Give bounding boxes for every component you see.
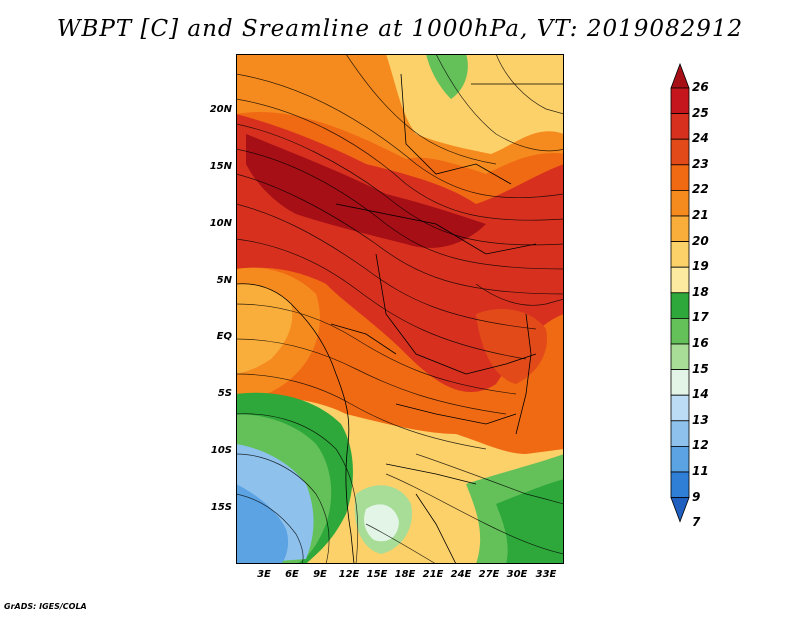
colorbar-swatch [670, 164, 690, 191]
lon-label-15e: 15E [366, 569, 388, 580]
streamline [385, 473, 564, 555]
credit-text: GrADS: IGES/COLA [4, 602, 87, 611]
field-se-darkgreen [496, 479, 564, 564]
map-panel [236, 54, 564, 564]
field-north-yellow [386, 54, 564, 154]
streamline [345, 54, 497, 165]
map-frame [236, 54, 564, 564]
streamline [365, 523, 437, 564]
streamline [475, 283, 564, 306]
streamline [236, 123, 564, 246]
lat-label-20n: 20N [209, 104, 232, 115]
colorbar-level-label: 19 [692, 259, 709, 274]
colorbar-level-label: 15 [692, 361, 709, 376]
colorbar-level-label: 23 [692, 156, 709, 171]
colorbar-level-label: 25 [692, 105, 709, 120]
lon-label-24e: 24E [450, 569, 472, 580]
colorbar-level-label: 9 [692, 489, 701, 504]
colorbar-level-label: 14 [692, 387, 709, 402]
colorbar-swatch [670, 445, 690, 473]
streamline [236, 148, 564, 270]
field-interior-pale [364, 504, 399, 542]
lat-label-5s: 5S [217, 388, 232, 399]
colorbar-level-label: 26 [692, 80, 709, 94]
streamline [236, 98, 564, 221]
country-borders [236, 73, 564, 564]
colorbar-swatch [670, 215, 690, 243]
streamline [495, 54, 564, 115]
streamline [236, 203, 537, 330]
lat-label-eq: EQ [216, 331, 232, 342]
streamline [236, 493, 304, 564]
colorbar-level-label: 7 [692, 515, 701, 530]
colorbar-level-label: 24 [692, 131, 709, 146]
colorbar-level-label: 12 [692, 438, 709, 453]
colorbar-level-label: 22 [692, 182, 709, 197]
streamline [236, 303, 517, 395]
lat-label-5n: 5N [216, 275, 232, 286]
colorbar-swatch [670, 394, 690, 422]
colorbar-swatch [670, 420, 690, 447]
colorbar-swatch [670, 266, 690, 294]
colorbar-level-label: 21 [692, 208, 709, 222]
streamline [236, 238, 527, 360]
lon-label-6e: 6E [285, 569, 299, 580]
lon-label-33e: 33E [535, 569, 557, 580]
field-sw-deepblue [236, 484, 289, 564]
lon-label-27e: 27E [478, 569, 500, 580]
field-gulf-cool [236, 283, 293, 374]
streamline [236, 453, 330, 564]
streamline [236, 73, 564, 199]
colorbar-swatch [670, 471, 690, 499]
lat-label-10s: 10S [210, 445, 232, 456]
colorbar-swatch [670, 87, 690, 115]
colorbar-swatch [670, 241, 690, 268]
lat-label-15n: 15N [209, 161, 232, 172]
lon-label-21e: 21E [422, 569, 444, 580]
streamlines [236, 54, 564, 564]
wbpt-map [236, 54, 564, 564]
colorbar-level-label: 13 [692, 412, 709, 427]
colorbar-top-arrow [670, 62, 690, 89]
colorbar-swatch [670, 189, 690, 217]
lat-label-10n: 10N [209, 218, 232, 229]
lon-label-3e: 3E [257, 569, 271, 580]
colorbar-swatch [670, 113, 690, 140]
field-core-max [246, 134, 486, 248]
colorbar [670, 62, 690, 523]
colorbar-level-label: 17 [692, 310, 709, 325]
colorbar-swatch [670, 369, 690, 396]
colorbar-bottom-arrow [670, 497, 690, 523]
colorbar-level-label: 11 [692, 464, 709, 478]
streamline [435, 54, 564, 152]
colorbar-level-label: 20 [692, 233, 709, 248]
field-north-green [426, 54, 468, 99]
lon-label-18e: 18E [394, 569, 416, 580]
colorbar-swatch [670, 317, 690, 345]
lon-label-9e: 9E [313, 569, 327, 580]
lat-label-15s: 15S [210, 502, 232, 513]
plot-title: WBPT [C] and Sreamline at 1000hPa, VT: 2… [56, 16, 744, 42]
streamline [236, 338, 507, 415]
lon-label-30e: 30E [506, 569, 528, 580]
colorbar-level-label: 18 [692, 284, 709, 299]
streamline [415, 453, 564, 505]
streamline [236, 373, 487, 450]
colorbar-level-label: 16 [692, 336, 709, 350]
colorbar-swatch [670, 343, 690, 371]
streamline [236, 413, 359, 564]
colorbar-swatch [670, 292, 690, 319]
streamline [236, 173, 564, 295]
colorbar-swatch [670, 138, 690, 166]
lon-label-12e: 12E [338, 569, 360, 580]
